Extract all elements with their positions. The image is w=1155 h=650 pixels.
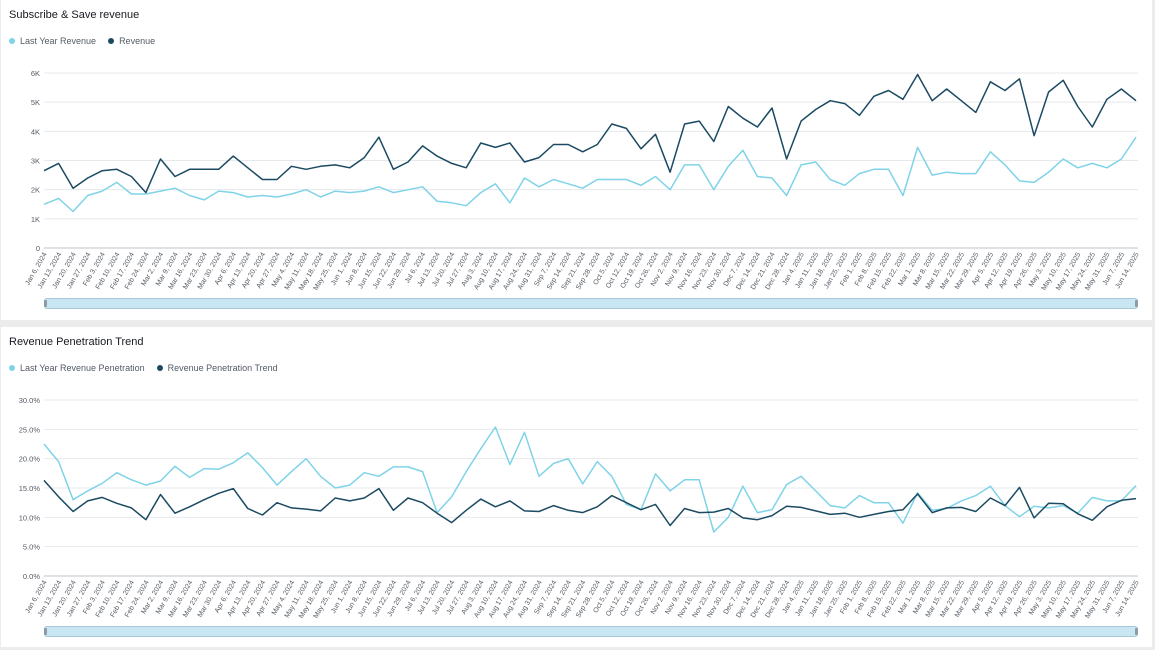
scrollbar-right-handle[interactable] (1135, 300, 1138, 307)
series-line[interactable] (43, 479, 1137, 527)
penetration-line-chart: 0.0%5.0%10.0%15.0%20.0%25.0%30.0%Jan 6, … (19, 396, 1141, 620)
y-tick-label: 5.0% (23, 543, 40, 552)
legend-item[interactable]: Last Year Revenue (9, 36, 96, 46)
legend-dot-icon (156, 365, 163, 371)
legend-item[interactable]: Revenue (108, 36, 155, 46)
chart-legend: Last Year Revenue Penetration Revenue Pe… (9, 363, 278, 373)
chart-title: Subscribe & Save revenue (9, 9, 140, 21)
scrollbar-left-handle[interactable] (44, 300, 47, 307)
y-tick-label: 0 (36, 244, 40, 253)
series-line[interactable] (43, 73, 1137, 194)
revenue-chart-panel: Subscribe & Save revenue Last Year Reven… (1, 0, 1152, 320)
legend-label: Last Year Revenue (20, 36, 97, 46)
scrollbar-right-handle[interactable] (1135, 628, 1138, 635)
chart-legend: Last Year Revenue Revenue (9, 36, 155, 46)
legend-dot-icon (9, 38, 15, 44)
series-line[interactable] (43, 136, 1137, 213)
y-tick-label: 15.0% (19, 484, 41, 493)
y-tick-label: 30.0% (19, 396, 41, 405)
series-line[interactable] (43, 426, 1137, 533)
legend-item[interactable]: Last Year Revenue Penetration (9, 363, 145, 373)
chart-scrollbar[interactable] (44, 298, 1138, 309)
legend-label: Last Year Revenue Penetration (20, 363, 145, 373)
chart-title: Revenue Penetration Trend (9, 336, 144, 348)
y-tick-label: 25.0% (19, 425, 41, 434)
y-tick-label: 1K (31, 215, 40, 224)
penetration-chart-panel: Revenue Penetration Trend Last Year Reve… (1, 327, 1152, 647)
y-tick-label: 6K (31, 69, 40, 78)
legend-item[interactable]: Revenue Penetration Trend (156, 363, 278, 373)
y-tick-label: 0.0% (23, 572, 40, 581)
legend-label: Revenue Penetration Trend (167, 363, 278, 373)
y-tick-label: 10.0% (19, 513, 41, 522)
y-tick-label: 20.0% (19, 455, 41, 464)
scrollbar-left-handle[interactable] (44, 628, 47, 635)
y-tick-label: 5K (31, 98, 40, 107)
legend-label: Revenue (119, 36, 156, 46)
y-tick-label: 4K (31, 127, 40, 136)
chart-scrollbar[interactable] (44, 626, 1138, 637)
legend-dot-icon (9, 365, 15, 371)
y-tick-label: 2K (31, 186, 40, 195)
legend-dot-icon (108, 38, 115, 44)
y-tick-label: 3K (31, 157, 40, 166)
